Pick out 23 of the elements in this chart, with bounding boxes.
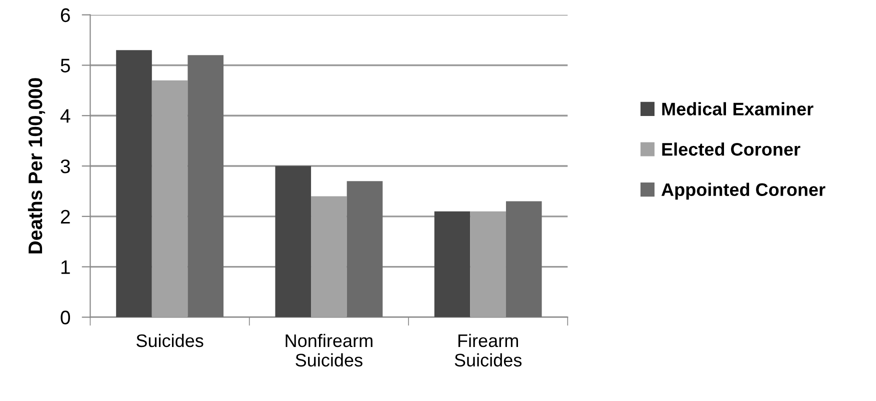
y-tick-label: 2 xyxy=(60,210,70,224)
bar xyxy=(346,181,383,318)
y-tick-label: 5 xyxy=(60,58,70,72)
bar xyxy=(311,196,347,318)
bar xyxy=(116,50,152,318)
y-tick-label: 0 xyxy=(60,310,70,324)
x-tick-label: Firearm Suicides xyxy=(454,334,522,367)
bar xyxy=(188,55,224,318)
bar xyxy=(434,211,470,318)
y-axis-title: Deaths Per 100,000 xyxy=(28,78,46,254)
y-tick-label: 4 xyxy=(60,109,70,123)
x-tick-label: Nonfirearm Suicides xyxy=(286,334,372,367)
legend-label: Medical Examiner xyxy=(662,102,814,116)
bar xyxy=(506,201,542,318)
y-tick-label: 1 xyxy=(61,260,70,274)
legend-label: Elected Coroner xyxy=(662,142,800,156)
y-tick-label: 6 xyxy=(60,8,70,22)
legend-label: Appointed Coroner xyxy=(662,182,826,200)
bar xyxy=(470,211,506,318)
y-tick-label: 3 xyxy=(60,159,70,174)
x-tick-label: Suicides xyxy=(136,334,204,348)
bar xyxy=(275,166,312,318)
bar xyxy=(152,80,188,318)
